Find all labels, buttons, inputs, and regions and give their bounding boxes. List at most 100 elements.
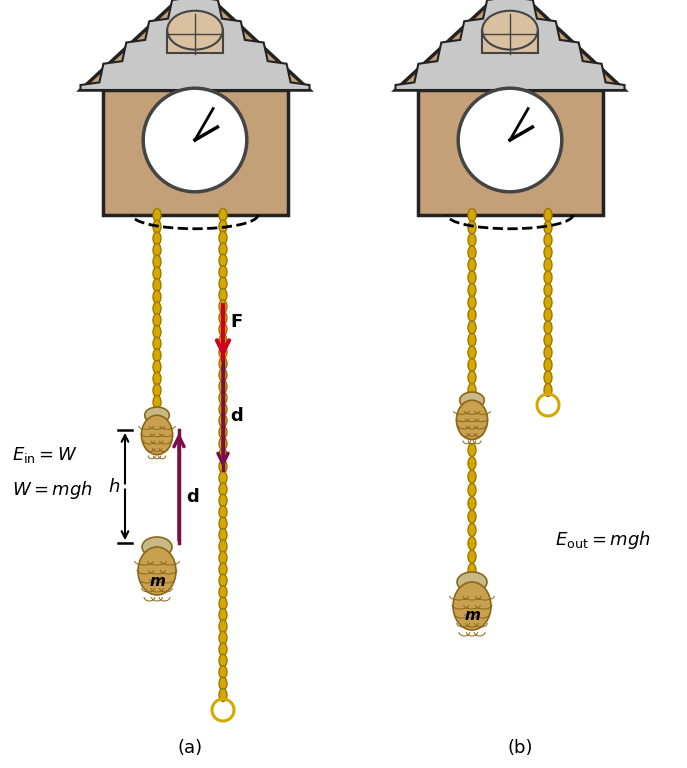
Bar [482, 30, 538, 54]
Ellipse shape [142, 415, 172, 455]
Ellipse shape [219, 563, 227, 576]
Ellipse shape [219, 540, 227, 553]
Ellipse shape [153, 279, 161, 292]
Ellipse shape [468, 296, 476, 309]
Polygon shape [80, 0, 310, 90]
Ellipse shape [544, 333, 552, 346]
Ellipse shape [468, 550, 476, 563]
Ellipse shape [219, 277, 227, 290]
Ellipse shape [219, 289, 227, 302]
Ellipse shape [219, 243, 227, 256]
Ellipse shape [219, 414, 227, 427]
Ellipse shape [544, 233, 552, 247]
Ellipse shape [153, 243, 161, 257]
Ellipse shape [219, 528, 227, 541]
Ellipse shape [544, 371, 552, 384]
Ellipse shape [219, 688, 227, 701]
Ellipse shape [468, 346, 476, 359]
Ellipse shape [544, 359, 552, 372]
Ellipse shape [468, 321, 476, 334]
Text: d: d [186, 488, 199, 505]
Ellipse shape [153, 360, 161, 373]
Ellipse shape [468, 564, 476, 577]
Ellipse shape [456, 400, 488, 439]
Text: $W = mgh$: $W = mgh$ [12, 479, 93, 501]
Ellipse shape [468, 497, 476, 510]
Ellipse shape [468, 443, 476, 456]
Ellipse shape [153, 384, 161, 397]
Ellipse shape [460, 392, 484, 409]
Text: (a): (a) [177, 739, 203, 757]
Text: $E_{\rm in} = W$: $E_{\rm in} = W$ [12, 445, 78, 465]
Ellipse shape [468, 510, 476, 523]
Ellipse shape [219, 208, 227, 221]
Ellipse shape [219, 231, 227, 244]
Ellipse shape [468, 371, 476, 384]
Ellipse shape [153, 349, 161, 362]
Ellipse shape [468, 537, 476, 550]
Circle shape [458, 88, 562, 192]
Ellipse shape [153, 290, 161, 303]
Bar [102, 90, 287, 215]
Ellipse shape [153, 220, 161, 233]
Ellipse shape [219, 483, 227, 496]
Ellipse shape [167, 11, 223, 50]
Ellipse shape [219, 677, 227, 690]
Ellipse shape [453, 582, 491, 630]
Ellipse shape [219, 402, 227, 415]
Ellipse shape [219, 495, 227, 507]
Ellipse shape [468, 259, 476, 272]
Ellipse shape [219, 311, 227, 324]
Ellipse shape [468, 359, 476, 372]
Ellipse shape [219, 643, 227, 656]
Ellipse shape [219, 666, 227, 679]
Ellipse shape [219, 437, 227, 450]
Ellipse shape [219, 392, 227, 405]
Ellipse shape [153, 208, 161, 221]
Ellipse shape [219, 620, 227, 633]
Ellipse shape [544, 221, 552, 234]
Ellipse shape [468, 246, 476, 259]
Ellipse shape [468, 271, 476, 284]
Ellipse shape [153, 326, 161, 339]
Ellipse shape [219, 551, 227, 564]
Ellipse shape [544, 246, 552, 259]
Polygon shape [396, 0, 624, 90]
Polygon shape [396, 0, 624, 90]
Ellipse shape [219, 266, 227, 279]
Ellipse shape [219, 369, 227, 382]
Ellipse shape [219, 505, 227, 518]
Ellipse shape [219, 334, 227, 347]
Ellipse shape [219, 357, 227, 370]
Ellipse shape [219, 254, 227, 267]
Ellipse shape [219, 608, 227, 621]
Ellipse shape [219, 220, 227, 233]
Ellipse shape [468, 457, 476, 470]
Text: d: d [230, 407, 243, 425]
Ellipse shape [219, 472, 227, 485]
Ellipse shape [468, 221, 476, 234]
Ellipse shape [219, 654, 227, 667]
Ellipse shape [544, 283, 552, 296]
Ellipse shape [153, 313, 161, 326]
Ellipse shape [138, 547, 176, 595]
Ellipse shape [468, 333, 476, 346]
Text: m: m [149, 574, 165, 588]
Ellipse shape [153, 396, 161, 409]
Ellipse shape [219, 449, 227, 462]
Ellipse shape [219, 346, 227, 359]
Polygon shape [80, 0, 310, 90]
Ellipse shape [544, 346, 552, 359]
Ellipse shape [219, 597, 227, 610]
Text: $E_{\rm out} = mgh$: $E_{\rm out} = mgh$ [555, 529, 651, 551]
Ellipse shape [468, 233, 476, 247]
Ellipse shape [145, 407, 169, 423]
Ellipse shape [544, 271, 552, 284]
Ellipse shape [142, 537, 172, 557]
Text: (b): (b) [507, 739, 532, 757]
Ellipse shape [153, 302, 161, 315]
Ellipse shape [219, 517, 227, 530]
Ellipse shape [153, 337, 161, 350]
Text: h: h [109, 478, 120, 495]
Ellipse shape [219, 425, 227, 439]
